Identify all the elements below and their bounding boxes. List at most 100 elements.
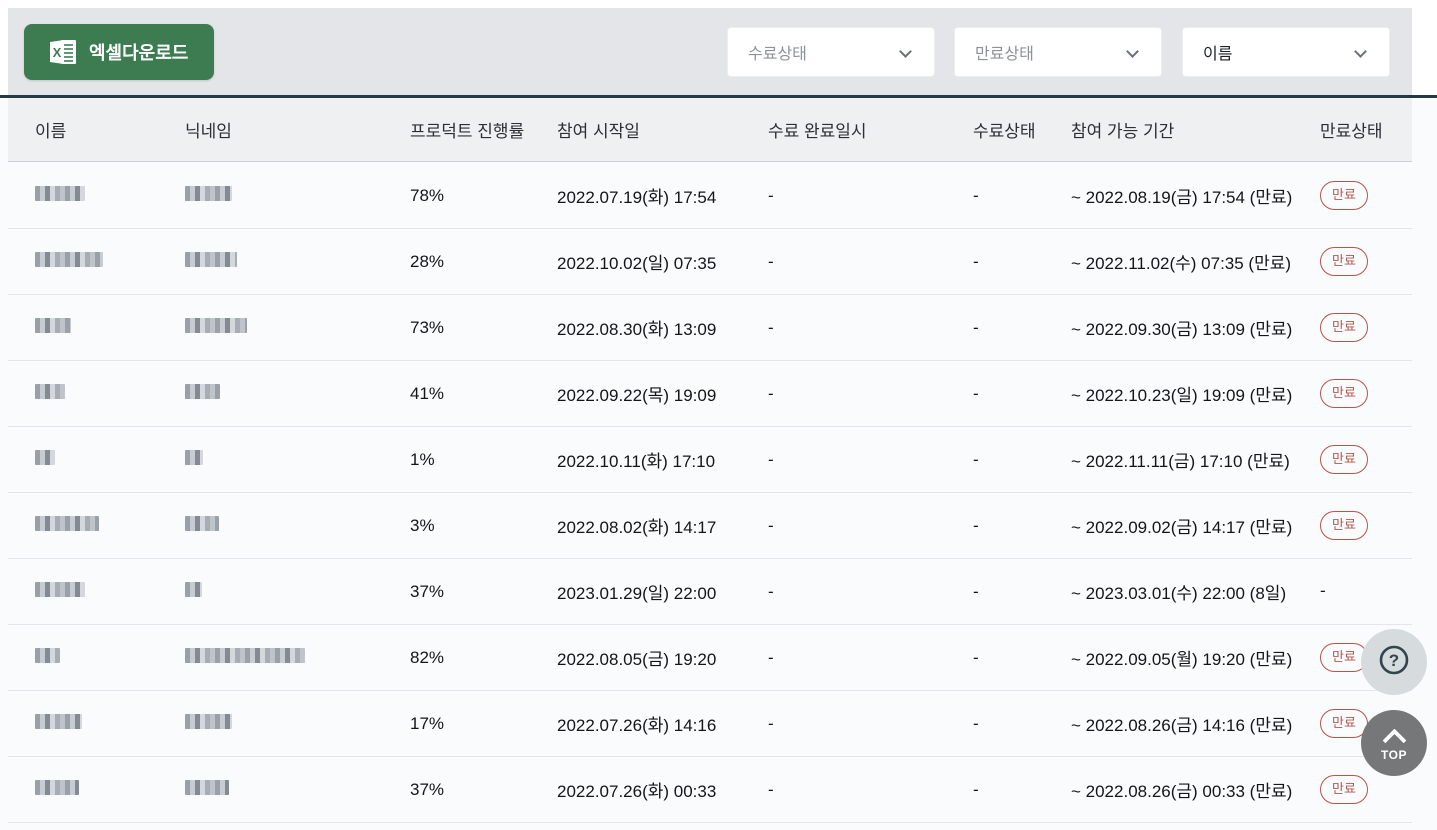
cell-progress: 3%	[410, 515, 435, 535]
cell-completion-status: -	[973, 251, 979, 271]
chevron-down-icon	[899, 45, 912, 58]
table-row: 28% 2022.10.02(일) 07:35 - - ~ 2022.11.02…	[8, 229, 1412, 295]
cell-completion-status: -	[973, 515, 979, 535]
table-row: 78% 2022.07.19(화) 17:54 - - ~ 2022.08.19…	[8, 163, 1412, 229]
column-header-nickname: 닉네임	[185, 122, 232, 141]
svg-text:X: X	[53, 45, 62, 60]
column-header-name: 이름	[35, 122, 67, 141]
nickname-blur	[185, 779, 229, 795]
column-header-available-period: 참여 가능 기간	[1071, 122, 1175, 141]
cell-start-date: 2022.08.30(화) 13:09	[557, 320, 717, 339]
table-body: 78% 2022.07.19(화) 17:54 - - ~ 2022.08.19…	[8, 163, 1412, 823]
chevron-down-icon	[1126, 45, 1139, 58]
cell-completed-at: -	[768, 383, 774, 403]
question-mark-icon: ?	[1376, 642, 1412, 683]
table-header-row: 이름 닉네임 프로덕트 진행률 참여 시작일 수료 완료일시 수료상태 참여 가…	[8, 98, 1412, 162]
scroll-to-top-button[interactable]: TOP	[1361, 710, 1427, 776]
cell-completed-at: -	[768, 449, 774, 469]
cell-completed-at: -	[768, 779, 774, 799]
cell-available-period: ~ 2023.03.01(수) 22:00 (8일)	[1071, 584, 1287, 603]
excel-button-label: 엑셀다운로드	[89, 43, 189, 63]
cell-start-date: 2022.10.11(화) 17:10	[557, 452, 716, 471]
nickname-blur	[185, 647, 305, 663]
name-blur	[35, 779, 79, 795]
cell-completed-at: -	[768, 317, 774, 337]
cell-completion-status: -	[973, 449, 979, 469]
table-row: 17% 2022.07.26(화) 14:16 - - ~ 2022.08.26…	[8, 691, 1412, 757]
column-header-progress: 프로덕트 진행률	[410, 122, 525, 141]
cell-progress: 78%	[410, 185, 445, 205]
cell-start-date: 2022.07.19(화) 17:54	[557, 188, 717, 207]
cell-completion-status: -	[973, 383, 979, 403]
table-row: 82% 2022.08.05(금) 19:20 - - ~ 2022.09.05…	[8, 625, 1412, 691]
cell-available-period: ~ 2022.11.02(수) 07:35 (만료)	[1071, 254, 1292, 273]
column-header-completion-status: 수료상태	[973, 122, 1036, 141]
name-blur	[35, 515, 99, 531]
table-row: 73% 2022.08.30(화) 13:09 - - ~ 2022.09.30…	[8, 295, 1412, 361]
cell-start-date: 2022.08.02(화) 14:17	[557, 518, 717, 537]
expiry-badge: -	[1320, 581, 1326, 601]
cell-completion-status: -	[973, 779, 979, 799]
column-header-completed-at: 수료 완료일시	[768, 122, 867, 141]
completion-status-filter-label: 수료상태	[748, 46, 807, 63]
name-blur	[35, 317, 71, 333]
cell-completed-at: -	[768, 581, 774, 601]
table-row: 41% 2022.09.22(목) 19:09 - - ~ 2022.10.23…	[8, 361, 1412, 427]
table-top-border	[0, 95, 1437, 98]
cell-completed-at: -	[768, 713, 774, 733]
expiry-badge: 만료	[1320, 775, 1368, 804]
cell-completion-status: -	[973, 581, 979, 601]
cell-start-date: 2022.10.02(일) 07:35	[557, 254, 717, 273]
cell-progress: 73%	[410, 317, 445, 337]
excel-icon: X	[50, 39, 77, 65]
cell-completion-status: -	[973, 317, 979, 337]
name-blur	[35, 713, 82, 729]
help-button[interactable]: ?	[1361, 629, 1427, 695]
cell-start-date: 2022.08.05(금) 19:20	[557, 650, 717, 669]
nickname-blur	[185, 317, 247, 333]
cell-completion-status: -	[973, 713, 979, 733]
table-row: 37% 2023.01.29(일) 22:00 - - ~ 2023.03.01…	[8, 559, 1412, 625]
filter-toolbar: X 엑셀다운로드 수료상태 만료상태 이름	[8, 8, 1412, 95]
cell-progress: 82%	[410, 647, 445, 667]
expiry-status-filter-label: 만료상태	[975, 46, 1034, 63]
name-blur	[35, 581, 85, 597]
nickname-blur	[185, 251, 237, 267]
cell-progress: 37%	[410, 581, 445, 601]
expiry-badge: 만료	[1320, 445, 1368, 474]
expiry-badge: 만료	[1320, 709, 1368, 738]
nickname-blur	[185, 515, 219, 531]
excel-download-button[interactable]: X 엑셀다운로드	[24, 24, 215, 80]
cell-available-period: ~ 2022.08.19(금) 17:54 (만료)	[1071, 188, 1293, 207]
cell-available-period: ~ 2022.09.02(금) 14:17 (만료)	[1071, 518, 1293, 537]
cell-available-period: ~ 2022.09.30(금) 13:09 (만료)	[1071, 320, 1293, 339]
scroll-to-top-label: TOP	[1381, 748, 1407, 762]
completion-status-filter[interactable]: 수료상태	[727, 27, 935, 77]
expiry-badge: 만료	[1320, 181, 1368, 210]
cell-available-period: ~ 2022.09.05(월) 19:20 (만료)	[1071, 650, 1293, 669]
name-sort-filter[interactable]: 이름	[1182, 27, 1390, 77]
expiry-badge: 만료	[1320, 313, 1368, 342]
cell-start-date: 2023.01.29(일) 22:00	[557, 584, 717, 603]
cell-start-date: 2022.07.26(화) 14:16	[557, 716, 717, 735]
name-blur	[35, 647, 60, 663]
cell-available-period: ~ 2022.11.11(금) 17:10 (만료)	[1071, 452, 1290, 471]
nickname-blur	[185, 713, 232, 729]
cell-completed-at: -	[768, 647, 774, 667]
cell-available-period: ~ 2022.10.23(일) 19:09 (만료)	[1071, 386, 1293, 405]
cell-start-date: 2022.09.22(목) 19:09	[557, 386, 717, 405]
cell-completion-status: -	[973, 647, 979, 667]
name-blur	[35, 449, 55, 465]
expiry-badge: 만료	[1320, 379, 1368, 408]
cell-progress: 1%	[410, 449, 435, 469]
expiry-badge: 만료	[1320, 247, 1368, 276]
name-blur	[35, 383, 65, 399]
cell-progress: 17%	[410, 713, 445, 733]
table-row: 3% 2022.08.02(화) 14:17 - - ~ 2022.09.02(…	[8, 493, 1412, 559]
nickname-blur	[185, 185, 232, 201]
expiry-status-filter[interactable]: 만료상태	[954, 27, 1162, 77]
name-sort-filter-label: 이름	[1203, 46, 1233, 63]
expiry-badge: 만료	[1320, 511, 1368, 540]
cell-start-date: 2022.07.26(화) 00:33	[557, 782, 717, 801]
